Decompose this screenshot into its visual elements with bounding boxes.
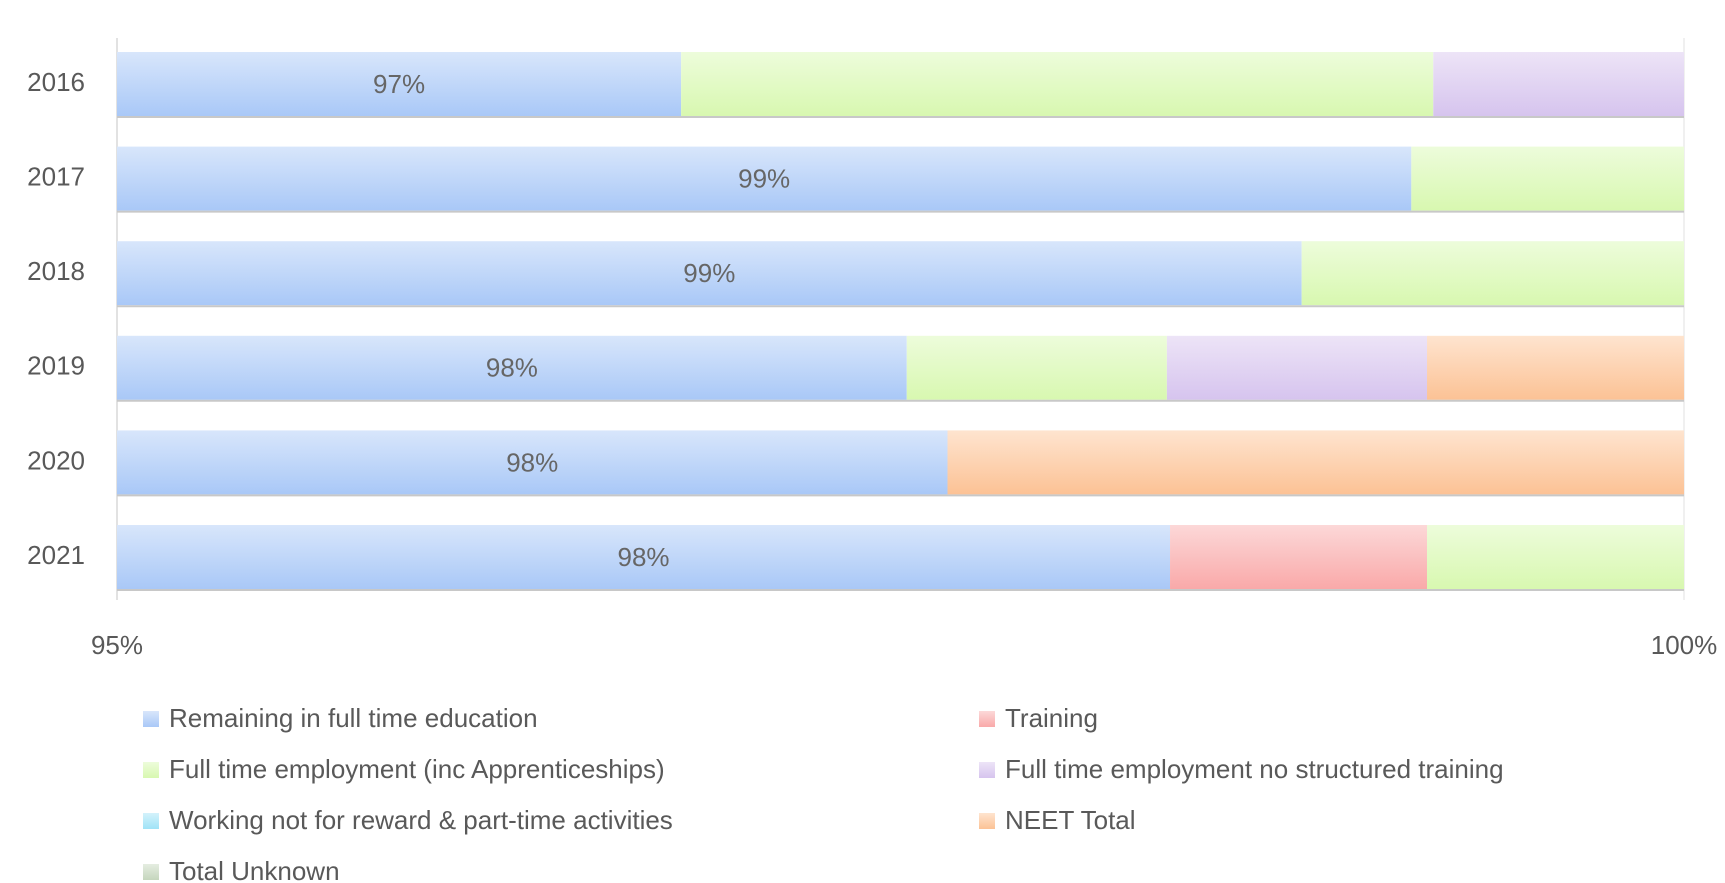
legend-label: Training [1005, 703, 1098, 733]
legend-label: Total Unknown [169, 856, 340, 883]
x-tick-label: 95% [91, 630, 143, 660]
legend-label: Full time employment no structured train… [1005, 754, 1504, 784]
legend-swatch [979, 711, 995, 727]
legend-swatch [979, 762, 995, 778]
y-tick-label: 2019 [27, 351, 85, 381]
data-label: 99% [738, 163, 790, 193]
bar-segment [117, 525, 1171, 589]
y-tick-label: 2017 [27, 161, 85, 191]
x-tick-label: 100% [1651, 630, 1718, 660]
y-tick-label: 2020 [27, 445, 85, 475]
data-label: 98% [486, 353, 538, 383]
legend-label: NEET Total [1005, 805, 1136, 835]
data-label: 97% [373, 69, 425, 99]
bar-segment [906, 335, 1167, 400]
legend-swatch [143, 864, 159, 880]
bar-segment [681, 52, 1434, 116]
bar-segment [117, 146, 1412, 211]
bar-segment [1301, 241, 1684, 306]
legend-swatch [143, 762, 159, 778]
bar-segment [1170, 525, 1428, 589]
bar-segment [1166, 335, 1428, 400]
legend-label: Full time employment (inc Apprenticeship… [169, 754, 665, 784]
bar-segment [117, 335, 907, 400]
data-label: 98% [506, 447, 558, 477]
bar-segment [1427, 335, 1684, 400]
data-label: 99% [683, 258, 735, 288]
y-tick-label: 2016 [27, 67, 85, 97]
legend-label: Working not for reward & part-time activ… [169, 805, 673, 835]
y-tick-label: 2021 [27, 540, 85, 570]
legend-label: Remaining in full time education [169, 703, 538, 733]
bar-segment [1411, 146, 1684, 211]
y-tick-label: 2018 [27, 256, 85, 286]
bar-segment [1433, 52, 1684, 116]
bar-segment [947, 430, 1684, 495]
data-label: 98% [617, 542, 669, 572]
bar-segment [117, 241, 1302, 306]
bar-segment [117, 52, 682, 116]
legend-swatch [979, 813, 995, 829]
legend-swatch [143, 813, 159, 829]
legend-swatch [143, 711, 159, 727]
bar-segment [117, 430, 948, 495]
bar-segment [1427, 525, 1684, 589]
